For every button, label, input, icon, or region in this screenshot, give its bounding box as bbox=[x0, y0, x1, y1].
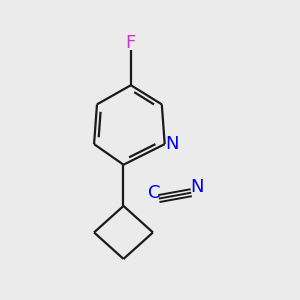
Text: N: N bbox=[165, 135, 179, 153]
Text: F: F bbox=[126, 34, 136, 52]
Text: N: N bbox=[190, 178, 204, 196]
Text: C: C bbox=[148, 184, 161, 202]
